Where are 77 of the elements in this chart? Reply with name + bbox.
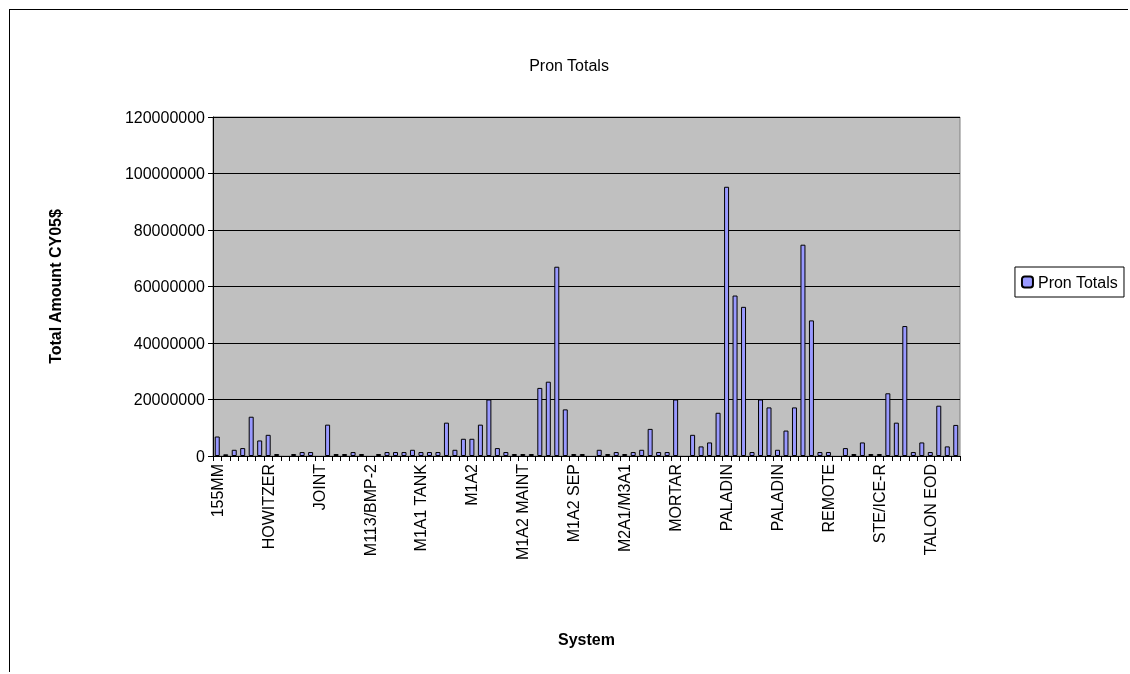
bar [240, 448, 246, 456]
bar [384, 452, 390, 456]
x-tick-label: PALADIN [768, 464, 786, 532]
bar [656, 452, 662, 456]
bar [825, 452, 831, 456]
bar [494, 448, 500, 456]
bar [698, 446, 704, 456]
bar [435, 452, 441, 456]
bar [774, 449, 780, 456]
bar [257, 440, 263, 456]
bar [426, 452, 432, 456]
bar [647, 428, 653, 456]
y-tick-label: 60000000 [133, 278, 206, 295]
bar [893, 422, 899, 456]
y-tick-label: 20000000 [133, 391, 206, 408]
y-tick-label: 120000000 [124, 108, 206, 126]
bar [503, 452, 509, 456]
y-tick-label: 100000000 [124, 165, 206, 182]
x-tick-label: M1A1 TANK [412, 463, 430, 552]
bar [766, 407, 772, 456]
x-tick-label: HOWITZER [259, 464, 277, 550]
bar [248, 416, 254, 456]
x-tick-label: M113/BMP-2 [361, 463, 379, 557]
x-tick-label: STE/ICE-R [870, 464, 888, 544]
bar [477, 424, 483, 456]
bar [842, 448, 848, 456]
bar [749, 452, 755, 456]
bar [409, 449, 415, 456]
bar [418, 452, 424, 456]
bar [265, 434, 271, 456]
x-tick-label: REMOTE [819, 464, 837, 533]
x-tick-label: PALADIN [718, 464, 736, 532]
x-tick-label: MORTAR [667, 464, 685, 532]
bar [953, 424, 959, 456]
bar [936, 405, 942, 456]
bar [452, 449, 458, 456]
x-tick-label: M1A2 [463, 463, 481, 506]
x-tick-label: TALON EOD [921, 464, 939, 556]
y-axis-title: Total Amount CY05$ [46, 209, 64, 364]
bar [664, 452, 670, 456]
bar [927, 452, 933, 456]
bar [562, 409, 568, 456]
bar [469, 438, 475, 456]
bar [299, 452, 305, 456]
y-tick-label: 0 [196, 447, 206, 465]
bar [613, 452, 619, 456]
bar [443, 422, 449, 456]
bar [401, 452, 407, 456]
bar [630, 452, 636, 456]
bar [817, 452, 823, 456]
bar [325, 424, 331, 456]
y-tick-label: 40000000 [133, 334, 206, 352]
bar [231, 449, 237, 456]
bar [460, 438, 466, 456]
chart-title: Pron Totals [529, 56, 609, 74]
bar [350, 452, 356, 456]
bar [596, 449, 602, 456]
x-axis-title: System [558, 630, 615, 648]
x-tick-label: 155MM [208, 464, 226, 518]
x-tick-label: M1A2 SEP [565, 464, 583, 543]
bar [910, 452, 916, 456]
bar [919, 442, 925, 456]
bar [791, 407, 797, 456]
bar [393, 452, 399, 456]
bar [859, 442, 865, 456]
bar [715, 412, 721, 456]
y-tick-label: 80000000 [133, 221, 206, 239]
bar [707, 442, 713, 456]
x-tick-label: M2A1/M3A1 [616, 463, 634, 553]
x-tick-label: M1A2 MAINT [514, 463, 532, 561]
x-tick-label: JOINT [310, 463, 328, 511]
bar [944, 446, 950, 456]
bar [783, 430, 789, 456]
bar [308, 452, 314, 456]
legend-label: Pron Totals [1037, 273, 1118, 291]
bar [639, 449, 645, 456]
bar [690, 434, 696, 456]
